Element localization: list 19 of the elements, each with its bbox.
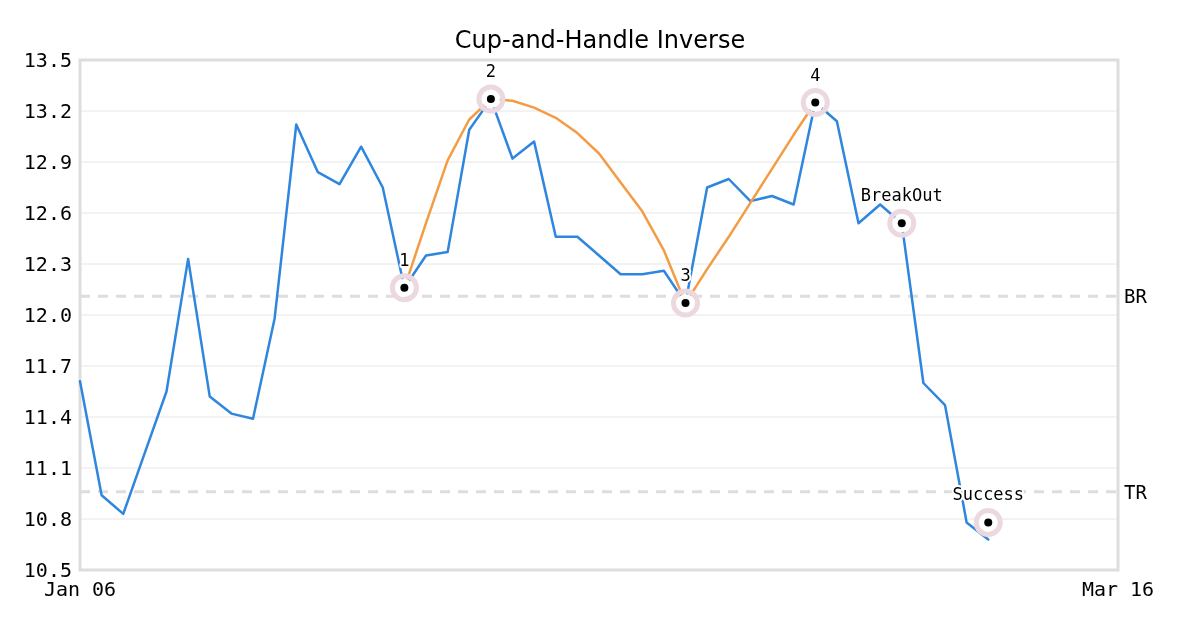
y-tick-label: 11.7 <box>23 354 72 378</box>
y-tick-label: 12.3 <box>23 252 72 276</box>
y-tick-label: 12.0 <box>23 303 72 327</box>
y-tick-label: 10.8 <box>23 507 72 531</box>
annotation: 1 <box>399 249 410 270</box>
y-tick-label: 12.9 <box>23 150 72 174</box>
y-tick-label: 13.2 <box>23 99 72 123</box>
annotation: 4 <box>810 64 821 85</box>
ref-line-label: BR <box>1124 285 1148 308</box>
annotation: BreakOut <box>860 185 943 206</box>
y-tick-label: 11.1 <box>23 456 72 480</box>
y-tick-label: 12.6 <box>23 201 72 225</box>
annotation: 2 <box>485 61 496 82</box>
y-tick-label: 11.4 <box>23 405 72 429</box>
chart-title: Cup-and-Handle Inverse <box>454 26 746 54</box>
ref-line-label: TR <box>1124 480 1148 503</box>
y-tick-label: 13.5 <box>23 48 72 72</box>
annotation: 3 <box>680 265 691 286</box>
x-tick-label: Mar 16 <box>1081 577 1155 601</box>
